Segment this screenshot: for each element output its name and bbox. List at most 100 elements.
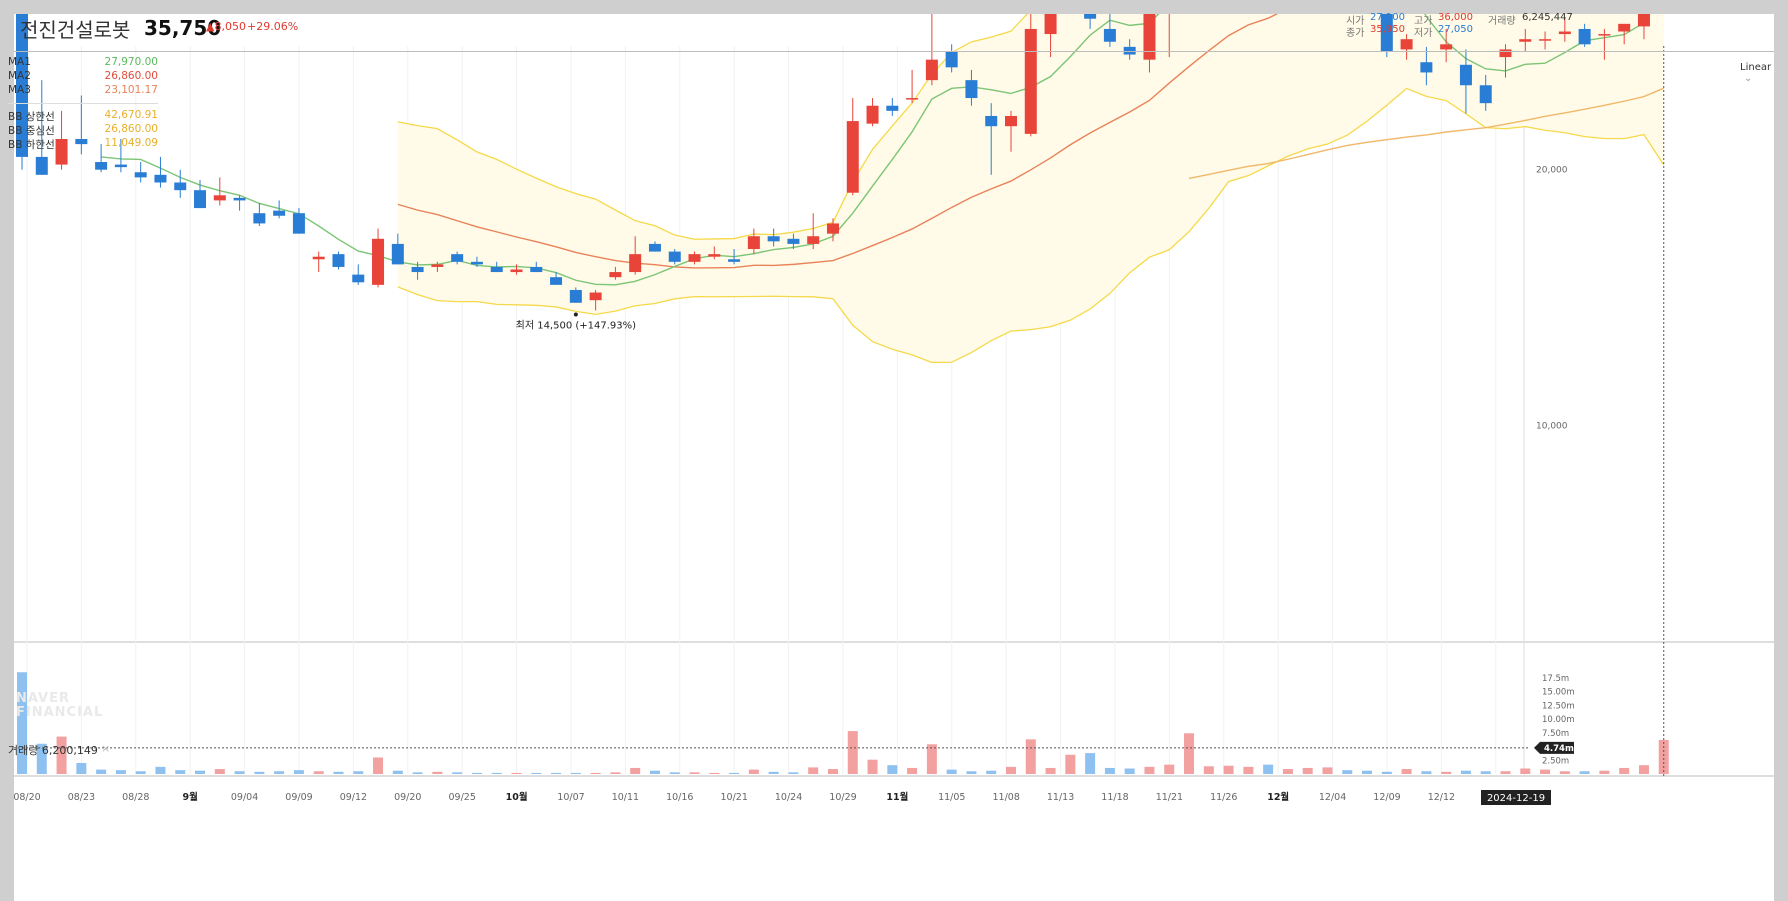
candle-body [1400, 39, 1413, 50]
stock-header: 전진건설로봇 35,750 ▲8,050 +29.06% 시가 27,100 고… [14, 12, 1774, 52]
candle-body [708, 254, 721, 257]
volume-bar [1401, 769, 1412, 774]
close-icon[interactable]: × [101, 742, 111, 755]
time-axis-tick-label: 10/21 [721, 792, 748, 803]
candle-body [1598, 34, 1611, 36]
legend-ma2-value: 26,860.00 [104, 70, 158, 82]
time-axis-tick-label: 10/07 [557, 792, 584, 803]
chevron-down-icon: ⌄ [1744, 73, 1753, 84]
low-marker [573, 312, 578, 317]
volume-bar [1243, 766, 1254, 774]
candle-body [688, 254, 701, 262]
volume-axis-tick-label: 7.50m [1542, 729, 1569, 739]
price-axis-tick-label: 20,000 [1536, 166, 1568, 176]
candle-body [550, 277, 563, 285]
candle-body [154, 174, 167, 183]
time-axis-tick-label: 11/21 [1156, 792, 1183, 803]
volume-bar [254, 771, 265, 774]
volume-bar [887, 765, 898, 774]
legend-bb-upper: BB 상한선 42,670.91 [8, 109, 158, 123]
candle-body [451, 254, 464, 262]
candle-body [134, 172, 147, 178]
volume-bar [36, 743, 47, 774]
time-axis-tick-label: 11월 [886, 791, 908, 803]
volume-axis-tick-label: 15.00m [1542, 688, 1575, 698]
volume-bar [353, 771, 364, 774]
volume-bar [1144, 766, 1155, 774]
candle-body [589, 292, 602, 301]
time-axis-tick-label: 10/11 [612, 792, 639, 803]
candle-body [1044, 14, 1057, 35]
legend-separator [8, 103, 158, 104]
volume-bar [1203, 766, 1214, 774]
volume-bar [867, 759, 878, 774]
volume-bar [1540, 769, 1551, 774]
volume-bar [1085, 753, 1096, 774]
volume-bar [1441, 771, 1452, 774]
legend-bb-upper-name: BB 상한선 [8, 111, 55, 123]
time-axis-tick-label: 11/08 [993, 792, 1020, 803]
volume-bar [1184, 733, 1195, 774]
stock-name: 전진건설로봇 [20, 18, 131, 42]
volume-bar [1045, 767, 1056, 774]
candle-body [985, 115, 998, 127]
watermark-line2: FINANCIAL [16, 705, 104, 720]
scale-mode-label: Linear [1740, 62, 1772, 73]
candle-body [767, 236, 780, 242]
stock-price: 35,750 [144, 16, 222, 40]
candle-body [1103, 28, 1116, 42]
candle-body [352, 274, 365, 283]
volume-bar [1065, 754, 1076, 774]
candle-body [1024, 28, 1037, 134]
candle-body [174, 182, 187, 191]
volume-bar [511, 772, 522, 774]
volume-bar [115, 770, 126, 774]
candle-body [569, 289, 582, 303]
candle-body [787, 238, 800, 244]
chart-canvas[interactable]: 10,00020,00030,00040,0002.50m5.00m7.50m1… [14, 14, 1774, 901]
candle-body [213, 195, 226, 201]
volume-bar [1006, 766, 1016, 774]
volume-bar [373, 757, 384, 774]
volume-bar [788, 772, 799, 774]
volume-value: 6,245,447 [1522, 12, 1573, 23]
candle-body [1084, 14, 1097, 19]
candle-body [1420, 62, 1433, 73]
volume-bar [748, 769, 759, 774]
legend-ma3-value: 23,101.17 [104, 84, 158, 96]
candle-body [530, 266, 543, 273]
volume-bar [729, 772, 740, 774]
volume-bar [195, 770, 206, 774]
candle-body [411, 266, 424, 273]
volume-axis-tick-label: 10.00m [1542, 715, 1575, 725]
candle-body [846, 121, 859, 193]
time-axis-tick-label: 10월 [506, 791, 528, 803]
bollinger-lower-line [397, 87, 1665, 364]
scale-mode-dropdown[interactable]: Linear ⌄ [1740, 62, 1774, 84]
volume-bar [808, 767, 819, 774]
candle-body [490, 266, 503, 273]
volume-bar [926, 744, 937, 774]
volume-bar [432, 771, 443, 774]
volume-bar [1164, 764, 1175, 774]
candle-body [431, 264, 444, 267]
time-axis-tick-label: 11/13 [1047, 792, 1074, 803]
volume-bar [333, 771, 344, 774]
high-value: 36,000 [1438, 12, 1473, 23]
volume-bar [1421, 771, 1432, 774]
legend-ma3-name: MA3 [8, 84, 31, 96]
candle-body [95, 162, 108, 170]
candle-body [728, 259, 741, 262]
volume-bar [551, 772, 562, 774]
time-axis-tick-label: 10/24 [775, 792, 802, 803]
legend-bb-lower: BB 하한선 11,049.09 [8, 137, 158, 151]
volume-bar [1579, 771, 1590, 774]
candle-body [35, 156, 48, 175]
ma2-line [397, 14, 1279, 269]
time-axis-tick-label: 11/05 [938, 792, 965, 803]
volume-bar [1480, 771, 1491, 774]
volume-bar [768, 771, 779, 774]
volume-bar [1302, 767, 1313, 774]
volume-axis-tick-label: 12.50m [1542, 701, 1575, 711]
time-axis-tick-label: 08/20 [14, 792, 41, 803]
